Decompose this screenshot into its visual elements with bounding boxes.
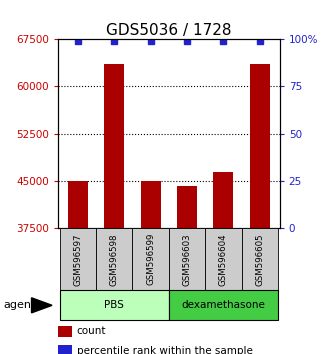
Bar — [250, 64, 270, 228]
Bar — [132, 228, 169, 290]
Title: GDS5036 / 1728: GDS5036 / 1728 — [106, 23, 232, 38]
Polygon shape — [31, 298, 52, 313]
Text: GSM596597: GSM596597 — [73, 233, 82, 286]
Bar — [68, 181, 88, 228]
Bar — [96, 228, 132, 290]
Bar — [242, 228, 278, 290]
Text: GSM596603: GSM596603 — [182, 233, 192, 286]
Text: dexamethasone: dexamethasone — [181, 300, 265, 310]
Text: GSM596599: GSM596599 — [146, 233, 155, 285]
Text: GSM596598: GSM596598 — [110, 233, 119, 286]
Bar — [60, 228, 96, 290]
Bar — [177, 186, 197, 228]
Text: agent: agent — [3, 300, 36, 310]
Bar — [58, 345, 72, 354]
Text: PBS: PBS — [104, 300, 124, 310]
Bar — [141, 181, 161, 228]
Text: GSM596605: GSM596605 — [255, 233, 264, 286]
Bar — [60, 290, 169, 320]
Bar — [213, 171, 233, 228]
Text: GSM596604: GSM596604 — [219, 233, 228, 286]
Bar — [205, 228, 242, 290]
Text: count: count — [77, 326, 106, 336]
Text: percentile rank within the sample: percentile rank within the sample — [77, 346, 253, 354]
Bar — [169, 228, 205, 290]
Bar — [58, 326, 72, 337]
Bar — [104, 64, 124, 228]
Bar — [169, 290, 278, 320]
